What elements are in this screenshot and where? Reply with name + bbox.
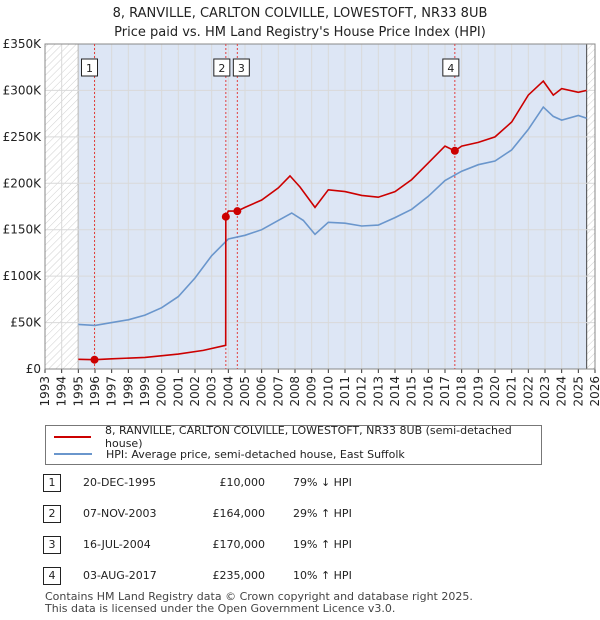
attribution-line-2: This data is licensed under the Open Gov… [45,602,396,615]
series-line-price [78,79,587,361]
y-tick-label: £0 [26,362,41,376]
x-tick-label: 2024 [555,376,569,407]
x-tick-label: 2015 [405,376,419,407]
transaction-point [233,207,242,216]
x-tick-label: 2005 [238,376,252,407]
transaction-date: 16-JUL-2004 [83,538,151,551]
transaction-label: 2 [218,62,225,75]
transaction-price: £235,000 [212,569,266,582]
x-tick-label: 2018 [455,376,469,407]
transaction-badge: 3 [43,536,61,554]
x-tick-label: 2010 [321,376,335,407]
data-range-band [78,44,587,369]
x-tick-label: 2017 [438,376,452,407]
legend-label-hpi: HPI: Average price, semi-detached house,… [106,447,405,461]
x-tick-label: 2019 [471,376,485,407]
plot-border [44,43,596,370]
transaction-label-box [442,58,460,77]
transaction-price: £164,000 [212,507,266,520]
x-tick-label: 1996 [88,376,102,407]
table-row: 4 03-AUG-2017 £235,000 10% ↑ HPI [43,567,463,585]
y-tick-label: £150K [3,223,43,237]
transaction-price: £170,000 [212,538,266,551]
legend-label-price: 8, RANVILLE, CARLTON COLVILLE, LOWESTOFT… [105,424,512,450]
x-tick-label: 2016 [421,376,435,407]
transaction-hpi: 79% ↓ HPI [293,476,352,489]
y-tick-label: £100K [3,269,43,283]
attribution: Contains HM Land Registry data © Crown c… [45,591,473,615]
y-tick-label: £200K [3,176,43,190]
x-tick-label: 1994 [55,376,69,407]
legend-item-price: 8, RANVILLE, CARLTON COLVILLE, LOWESTOFT… [54,424,541,450]
x-tick-label: 2020 [488,376,502,407]
x-tick-label: 2012 [355,376,369,407]
x-tick-label: 2011 [338,376,352,407]
x-tick-label: 2023 [538,376,552,407]
x-tick-label: 2008 [288,376,302,407]
transaction-point [90,355,99,364]
transaction-date: 20-DEC-1995 [83,476,157,489]
x-tick-label: 2009 [305,376,319,407]
legend-swatch-price [54,436,92,438]
transaction-point [450,146,459,155]
transaction-date: 07-NOV-2003 [83,507,157,520]
table-row: 2 07-NOV-2003 £164,000 29% ↑ HPI [43,505,463,523]
legend-swatch-hpi [54,453,92,455]
table-row: 1 20-DEC-1995 £10,000 79% ↓ HPI [43,474,463,492]
transaction-hpi: 10% ↑ HPI [293,569,352,582]
attribution-line-1: Contains HM Land Registry data © Crown c… [45,590,473,603]
transaction-price: £10,000 [219,476,266,489]
x-tick-label: 2007 [271,376,285,407]
transaction-date: 03-AUG-2017 [83,569,157,582]
x-tick-label: 2014 [388,376,402,407]
x-tick-label: 2026 [588,376,600,407]
transaction-hpi: 29% ↑ HPI [293,507,352,520]
x-tick-label: 1998 [121,376,135,407]
transaction-point [221,212,230,221]
transaction-badge: 1 [43,474,61,492]
transaction-label: 1 [86,62,93,75]
x-tick-label: 1997 [105,376,119,407]
x-tick-label: 2013 [371,376,385,407]
y-tick-label: £350K [3,37,43,51]
hatch-right [586,44,595,369]
transaction-label-box [232,58,250,77]
x-tick-label: 1993 [38,376,52,407]
transaction-badge: 2 [43,505,61,523]
transaction-hpi: 19% ↑ HPI [293,538,352,551]
y-tick-label: £50K [10,316,42,330]
y-tick-label: £300K [3,83,43,97]
transaction-label-box [213,58,231,77]
legend-item-hpi: HPI: Average price, semi-detached house,… [54,446,405,462]
transaction-label-box [81,58,98,77]
y-tick-label: £250K [3,130,43,144]
legend: 8, RANVILLE, CARLTON COLVILLE, LOWESTOFT… [45,424,542,465]
transaction-label: 4 [447,62,454,75]
x-tick-label: 2004 [221,376,235,407]
x-tick-label: 2006 [255,376,269,407]
x-tick-label: 2001 [171,376,185,407]
table-row: 3 16-JUL-2004 £170,000 19% ↑ HPI [43,536,463,554]
x-tick-label: 2002 [188,376,202,407]
x-tick-label: 1995 [71,376,85,407]
chart-subtitle: Price paid vs. HM Land Registry's House … [114,25,486,40]
chart-title: 8, RANVILLE, CARLTON COLVILLE, LOWESTOFT… [112,6,488,21]
price-chart: £0 £50K £100K £150K £200K £250K £300K £350K 1993… [3,37,600,407]
transaction-badge: 4 [43,567,61,585]
x-tick-label: 2025 [571,376,585,407]
x-tick-label: 2003 [205,376,219,407]
x-tick-label: 2000 [155,376,169,407]
x-tick-label: 1999 [138,376,152,407]
x-tick-label: 2021 [505,376,519,407]
series-line-hpi [78,105,587,327]
x-tick-label: 2022 [521,376,535,407]
transaction-label: 3 [238,62,245,75]
